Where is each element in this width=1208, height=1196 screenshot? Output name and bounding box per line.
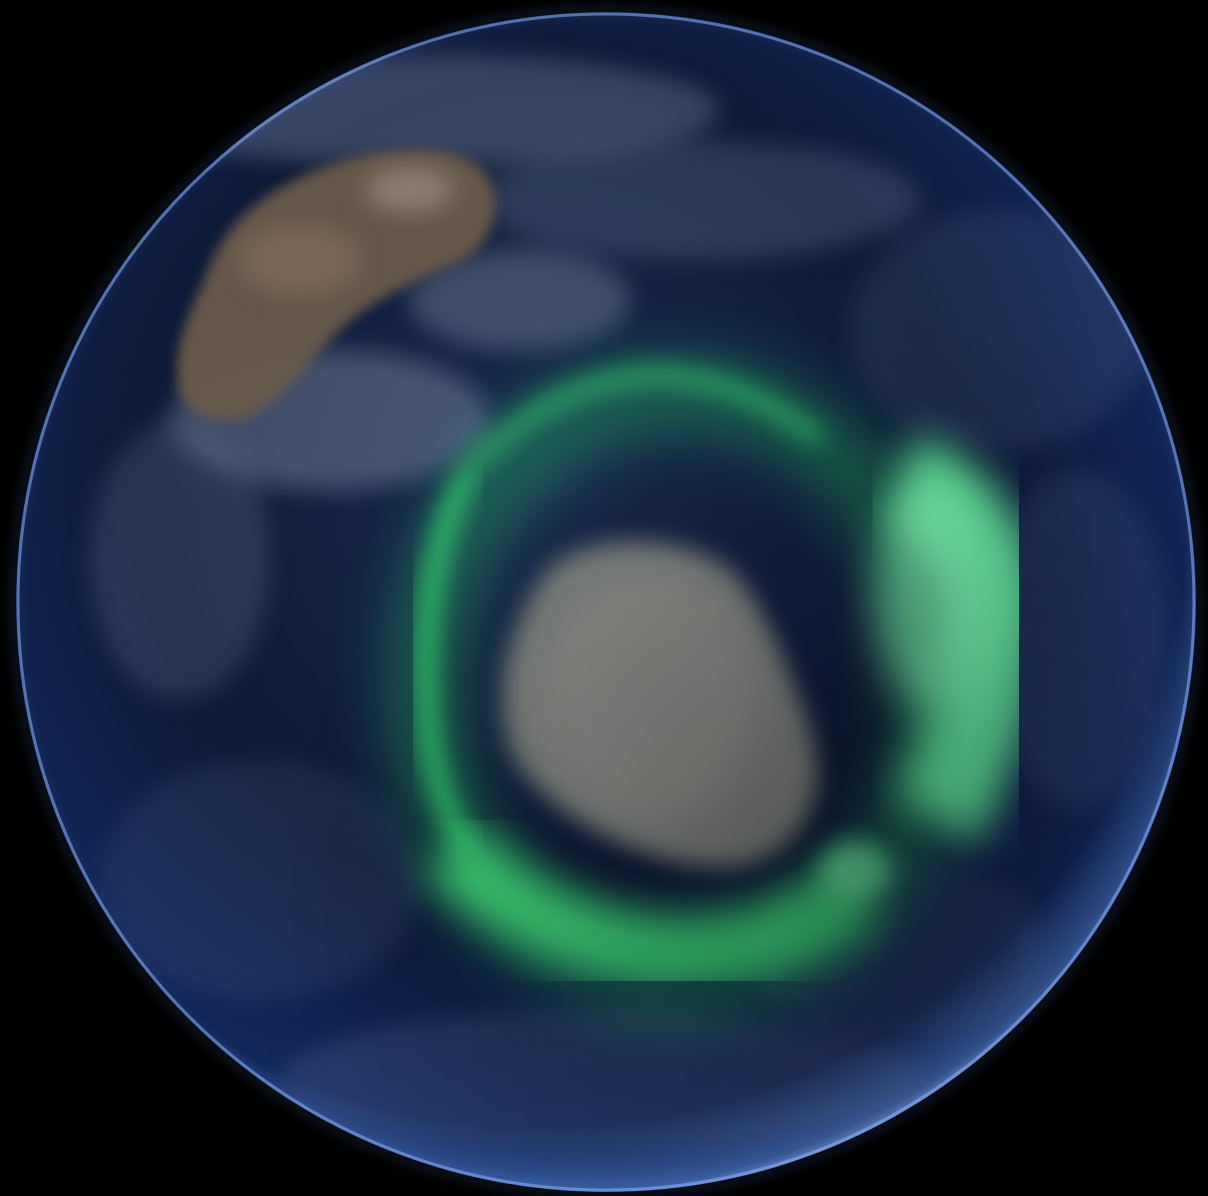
atmosphere-limb [16, 12, 1196, 1192]
atmosphere-glow [11, 7, 1201, 1196]
night-shading [16, 12, 1196, 1192]
